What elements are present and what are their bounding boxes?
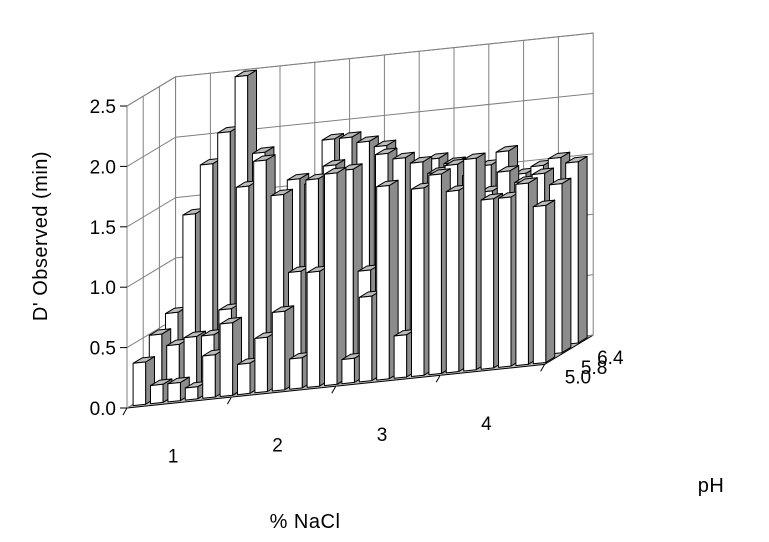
bar-side [577,155,588,344]
bar [184,380,208,401]
z-tick-label: 1.5 [90,218,116,239]
z-tick-label: 2.0 [90,157,116,178]
chart-labels: D' Observed (min) % NaCl pH 0.0 0.5 1.0 1.5… [30,97,724,533]
bar-front [202,354,216,399]
gridline-z-2.5 [126,32,594,107]
bar-front [498,196,512,368]
bar-side [561,177,572,354]
y-category-label: 6.4 [597,348,624,369]
bar-side [336,167,347,385]
bar-front [445,189,460,374]
bar-front [150,383,164,405]
x-tick-mark [435,375,441,383]
x-tick-mark [331,385,337,394]
bar-front [480,198,495,370]
chart-bars [132,69,588,407]
bar-front [306,270,321,388]
bar-front [358,295,373,383]
x-axis-title: % NaCl [270,511,341,533]
bar-front [237,362,251,396]
x-tick-mark [226,396,232,405]
y-category-label: 5.8 [581,358,607,379]
bar-front [324,172,338,387]
bar-front [167,382,181,403]
x-tick-mark [540,364,546,372]
bar-front [411,187,425,377]
z-tick-label: 1.0 [90,278,116,299]
bar-front [515,182,529,367]
x-tick-mark [122,407,128,416]
bar-front [341,357,355,385]
y-axis-title: pH [698,475,725,497]
bar-front [463,157,477,372]
bar-front [254,336,268,394]
bar-front [532,204,547,365]
bar-front [132,361,147,407]
x-category-label: 1 [168,447,179,468]
bar-front [428,173,442,376]
bar [376,179,399,381]
z-tick-label: 2.5 [90,97,116,118]
z-tick-label: 0.5 [90,339,116,360]
bar-front [271,310,286,392]
bar-side [545,199,556,363]
x-category-label: 4 [481,414,492,435]
bar-front [393,334,408,379]
bar-front [376,185,390,381]
bar-front [184,386,199,401]
bar [324,167,347,387]
y-category-label: 5.0 [565,368,591,389]
z-axis-title: D' Observed (min) [30,151,52,321]
bar [532,199,556,365]
x-category-label: 3 [377,425,388,446]
bar-front [289,357,303,390]
z-tick-label: 0.0 [90,399,116,420]
bar-front [219,322,234,397]
x-category-label: 2 [272,436,283,457]
